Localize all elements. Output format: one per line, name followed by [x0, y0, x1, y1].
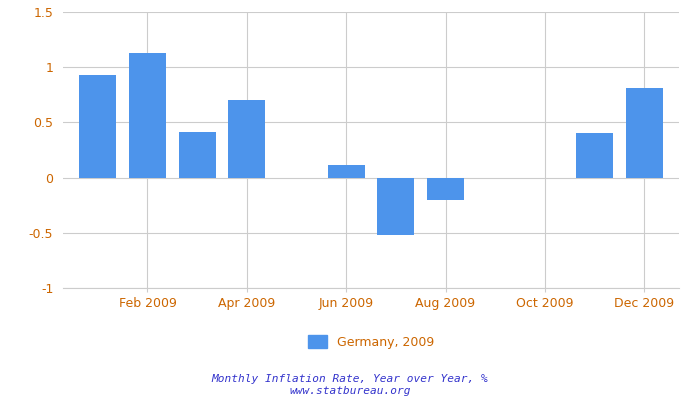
Bar	[377, 178, 414, 235]
Text: www.statbureau.org: www.statbureau.org	[289, 386, 411, 396]
Bar	[328, 166, 365, 178]
Bar	[178, 132, 216, 178]
Bar	[79, 75, 116, 178]
Bar	[129, 53, 166, 178]
Bar	[626, 88, 663, 178]
Bar	[228, 100, 265, 178]
Bar	[427, 178, 464, 200]
Legend: Germany, 2009: Germany, 2009	[303, 330, 439, 354]
Text: Monthly Inflation Rate, Year over Year, %: Monthly Inflation Rate, Year over Year, …	[211, 374, 489, 384]
Bar	[576, 134, 613, 178]
